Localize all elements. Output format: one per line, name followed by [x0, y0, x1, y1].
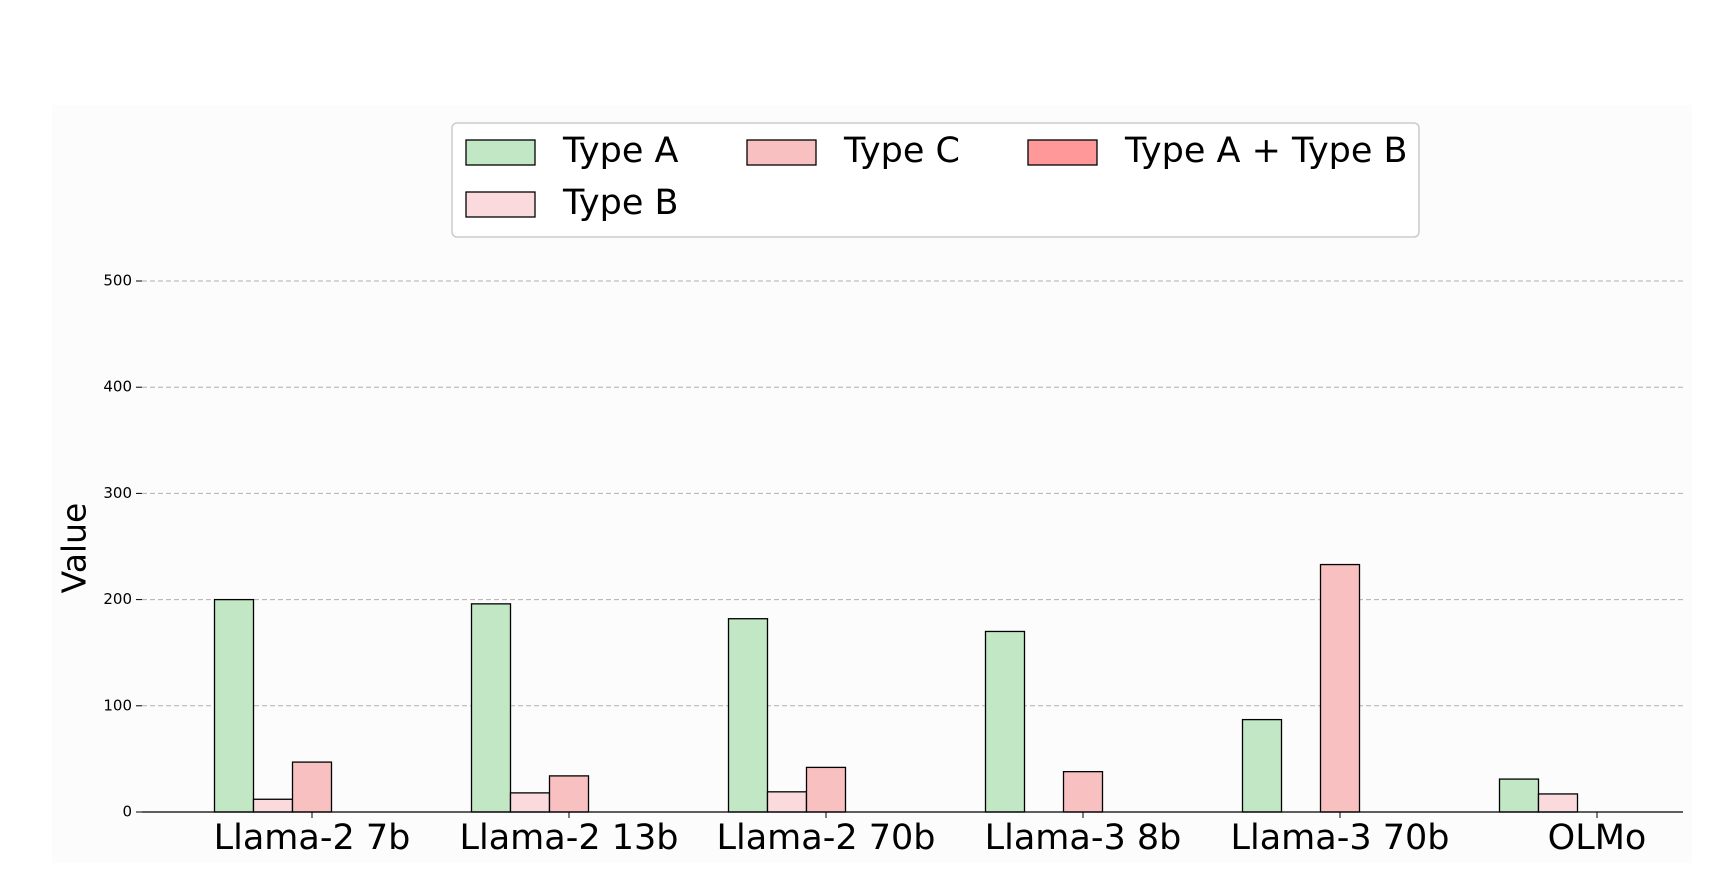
bar [984, 630, 1026, 813]
bar [213, 598, 255, 813]
legend-swatch [465, 139, 536, 166]
bar [766, 791, 808, 813]
bar [1319, 563, 1361, 813]
legend-swatch [746, 139, 817, 166]
bar [548, 775, 590, 813]
bar [1241, 718, 1283, 813]
legend-label: Type A + Type B [1124, 131, 1408, 171]
bar [291, 761, 333, 813]
y-axis-label: Value [55, 503, 94, 594]
x-tick-label: Llama-2 13b [460, 818, 679, 858]
bar [1062, 770, 1104, 813]
legend-label: Type C [843, 131, 960, 171]
legend-label: Type B [562, 183, 679, 223]
legend-label: Type A [562, 131, 679, 171]
legend-swatch [1027, 139, 1098, 166]
bar [805, 766, 847, 813]
y-tick-label: 500 [103, 272, 132, 290]
bar [727, 618, 769, 813]
y-tick-label: 300 [103, 484, 132, 502]
legend-box [451, 122, 1420, 238]
bar [1537, 793, 1579, 813]
bar [252, 798, 294, 813]
bar [1498, 778, 1540, 813]
y-tick-label: 200 [103, 590, 132, 608]
x-tick-label: Llama-2 7b [214, 818, 411, 858]
y-tick-label: 100 [103, 696, 132, 714]
x-tick-label: Llama-3 70b [1231, 818, 1450, 858]
bar [470, 603, 512, 813]
x-tick-label: OLMo [1548, 818, 1647, 858]
y-tick-label: 0 [122, 803, 132, 821]
x-tick-label: Llama-3 8b [985, 818, 1182, 858]
legend-swatch [465, 191, 536, 218]
x-tick-label: Llama-2 70b [717, 818, 936, 858]
bar [509, 792, 551, 813]
y-tick-label: 400 [103, 378, 132, 396]
